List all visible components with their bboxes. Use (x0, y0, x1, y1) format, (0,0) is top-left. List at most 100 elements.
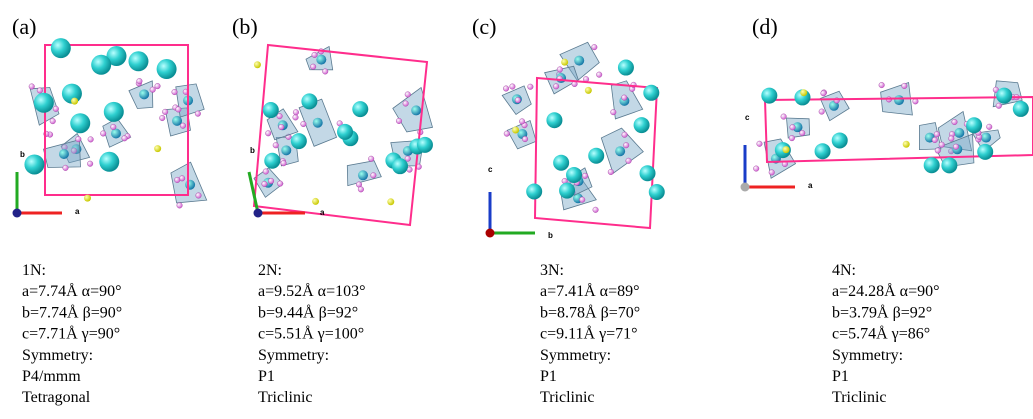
cation-atom (526, 183, 542, 199)
ligand-atom (312, 52, 318, 58)
cation-atom (24, 154, 44, 174)
cation-atom (832, 132, 848, 148)
ligand-atom (195, 111, 201, 117)
axis-origin (741, 183, 750, 192)
cation-atom (634, 117, 650, 133)
cation-atom (99, 152, 119, 172)
center-atom (954, 128, 964, 138)
ligand-atom (939, 142, 945, 148)
cation-atom (996, 88, 1012, 104)
ligand-atom (278, 124, 284, 130)
cation-atom (104, 102, 124, 122)
axis-label: c (745, 113, 750, 122)
ligand-atom (952, 119, 958, 125)
property-line: b=3.79Å β=92° (832, 303, 932, 321)
ligand-atom (757, 141, 763, 147)
cation-atom (618, 60, 634, 76)
ligand-atom (819, 109, 825, 115)
ligand-atom (155, 83, 161, 89)
ligand-atom (88, 137, 94, 143)
ligand-atom (996, 103, 1002, 109)
ligand-atom (610, 109, 616, 115)
ligand-atom (519, 119, 525, 125)
ligand-atom (935, 148, 941, 154)
property-line: Tetragonal (22, 389, 91, 406)
axis-label: b (20, 150, 25, 159)
ligand-atom (405, 92, 411, 98)
center-atom (894, 95, 904, 105)
ligand-atom (621, 95, 627, 101)
minor-atom (512, 127, 519, 134)
ligand-atom (293, 115, 299, 121)
ligand-atom (358, 187, 364, 193)
ligand-atom (515, 97, 521, 103)
ligand-atom (592, 44, 598, 50)
ligand-atom (310, 64, 316, 70)
cation-atom (649, 184, 665, 200)
property-line: c=7.71Å γ=90° (22, 325, 120, 343)
property-line: 1N: (22, 262, 46, 279)
cation-atom (264, 153, 280, 169)
crystal-structure (753, 81, 1033, 178)
ligand-atom (879, 82, 885, 88)
ligand-atom (268, 178, 274, 184)
minor-atom (254, 61, 261, 68)
cation-atom (941, 157, 957, 173)
minor-atom (800, 89, 807, 96)
ligand-atom (913, 99, 919, 105)
property-line: 2N: (258, 262, 282, 279)
property-line: Symmetry: (540, 347, 611, 364)
cation-atom (263, 102, 279, 118)
ligand-atom (948, 136, 954, 142)
center-atom (59, 149, 69, 159)
cation-atom (51, 38, 71, 58)
axis-label: c (488, 165, 493, 174)
property-line: Symmetry: (258, 347, 329, 364)
property-line: Symmetry: (22, 347, 93, 364)
ligand-atom (986, 124, 992, 130)
center-atom (313, 118, 323, 128)
ligand-atom (172, 89, 178, 95)
cation-atom (643, 85, 659, 101)
ligand-atom (371, 173, 377, 179)
property-line: 4N: (832, 262, 856, 279)
cation-atom (566, 167, 582, 183)
ligand-atom (510, 84, 516, 90)
ligand-atom (781, 114, 787, 120)
ligand-atom (53, 106, 59, 112)
ligand-atom (753, 166, 759, 172)
ligand-atom (622, 132, 628, 138)
center-atom (411, 105, 421, 115)
center-atom (574, 56, 584, 66)
cation-atom (559, 183, 575, 199)
cation-atom (977, 144, 993, 160)
property-line: P1 (258, 368, 275, 385)
center-atom (358, 170, 368, 180)
cation-atom (546, 112, 562, 128)
ligand-atom (322, 69, 328, 75)
ligand-atom (174, 177, 180, 183)
cation-atom (337, 124, 353, 140)
center-atom (281, 145, 291, 155)
minor-atom (783, 146, 790, 153)
ligand-atom (29, 84, 35, 90)
axis-label: b (250, 146, 255, 155)
property-line: a=24.28Å α=90° (832, 282, 939, 300)
ligand-atom (596, 72, 602, 78)
cation-atom (924, 157, 940, 173)
crystal-structure (254, 45, 433, 225)
ligand-atom (263, 169, 269, 175)
minor-atom (84, 195, 91, 202)
cation-atom (70, 113, 90, 133)
cation-atom (352, 101, 368, 117)
ligand-atom (50, 118, 56, 124)
ligand-atom (608, 169, 614, 175)
ligand-atom (504, 131, 510, 137)
center-atom (981, 133, 991, 143)
property-line: b=8.78Å β=70° (540, 303, 640, 321)
center-atom (185, 180, 195, 190)
cation-atom (553, 155, 569, 171)
cation-atom (128, 51, 148, 71)
property-line: b=7.74Å β=90° (22, 303, 122, 321)
property-line: 3N: (540, 262, 564, 279)
